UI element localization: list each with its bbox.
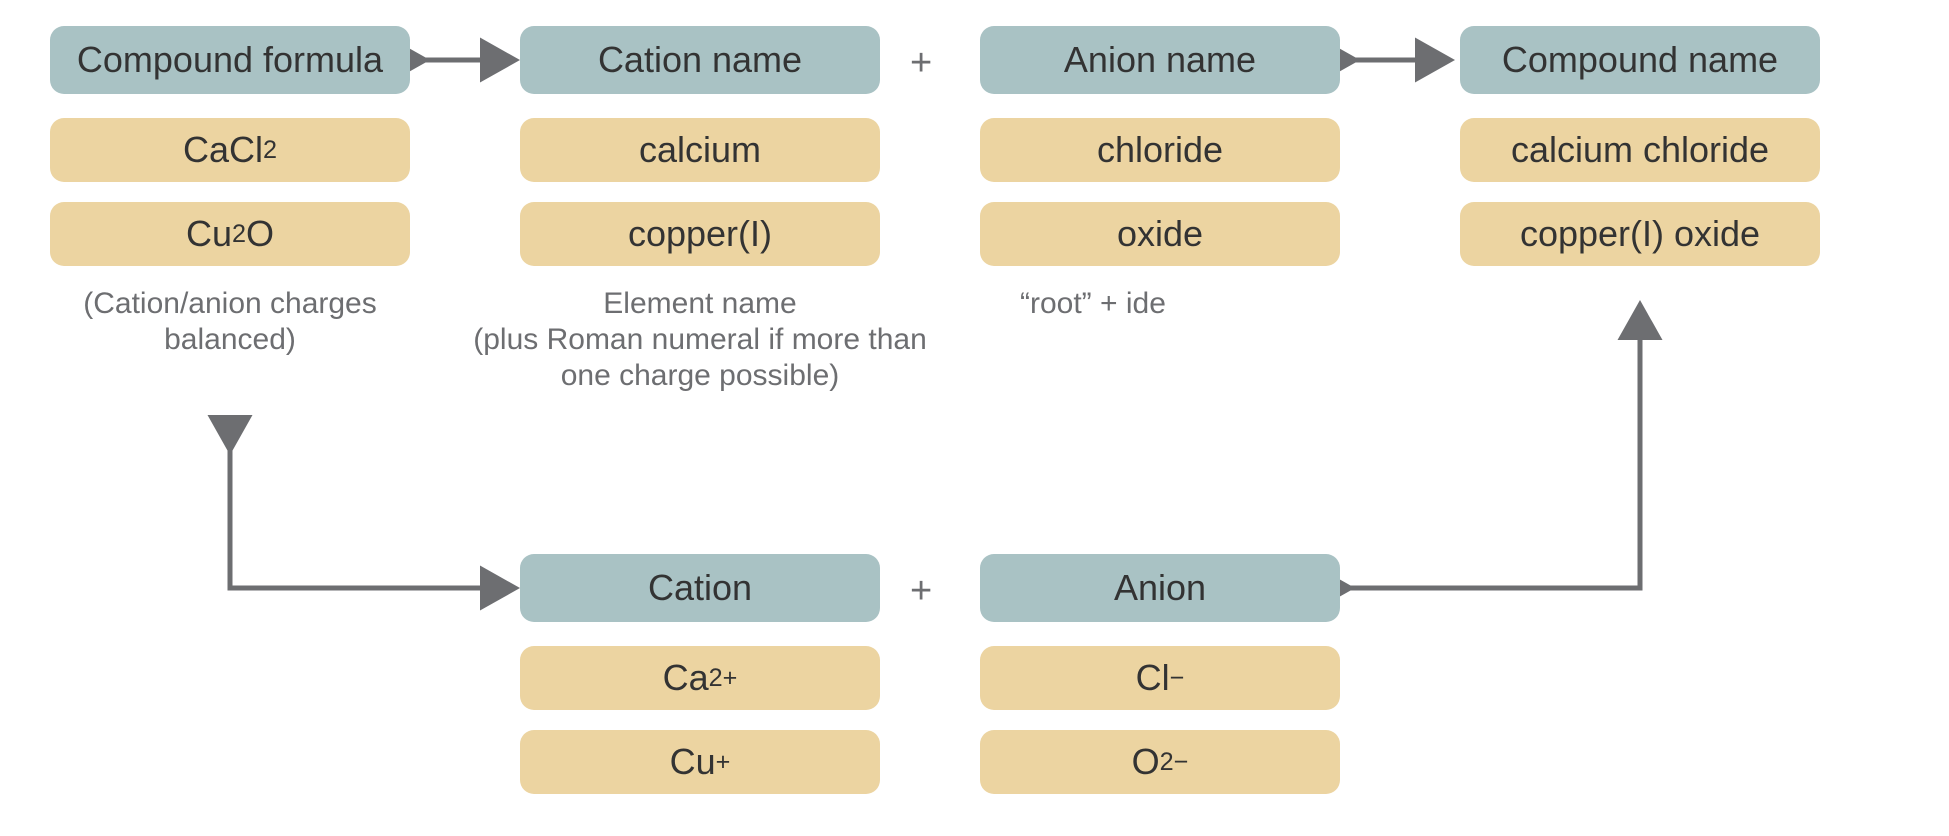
example-cation-name-2: copper(I) (520, 202, 880, 266)
example-compound-formula-2: Cu2O (50, 202, 410, 266)
note-cation-name: Element name(plus Roman numeral if more … (450, 286, 950, 394)
example-anion-name-1: chloride (980, 118, 1340, 182)
header-cation-name: Cation name (520, 26, 880, 94)
example-cation-2: Cu+ (520, 730, 880, 794)
header-cation: Cation (520, 554, 880, 622)
diagram-stage: Compound formula CaCl2 Cu2O (Cation/anio… (0, 0, 1949, 836)
header-anion-name: Anion name (980, 26, 1340, 94)
example-compound-formula-1: CaCl2 (50, 118, 410, 182)
header-compound-name: Compound name (1460, 26, 1820, 94)
example-anion-1: Cl− (980, 646, 1340, 710)
example-cation-1: Ca2+ (520, 646, 880, 710)
example-cation-name-1: calcium (520, 118, 880, 182)
header-compound-formula: Compound formula (50, 26, 410, 94)
plus-icon: + (910, 42, 932, 85)
example-compound-name-1: calcium chloride (1460, 118, 1820, 182)
example-compound-name-2: copper(I) oxide (1460, 202, 1820, 266)
arrow-formula-to-cation (230, 445, 510, 588)
note-compound-formula: (Cation/anion chargesbalanced) (50, 286, 410, 358)
header-anion: Anion (980, 554, 1340, 622)
example-anion-2: O2− (980, 730, 1340, 794)
plus-icon: + (910, 570, 932, 613)
arrow-anion-to-compoundname (1345, 310, 1640, 588)
example-anion-name-2: oxide (980, 202, 1340, 266)
note-anion-name: “root” + ide (980, 286, 1380, 322)
